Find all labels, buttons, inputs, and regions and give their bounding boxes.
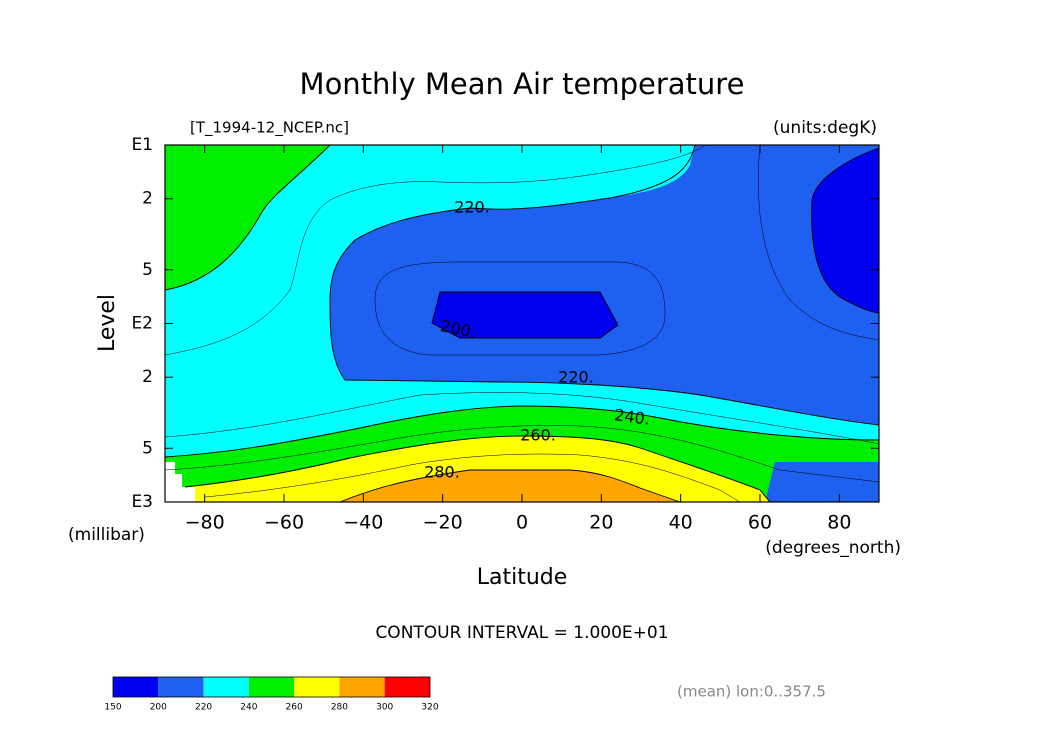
x-tick-label: 20 [589, 512, 613, 534]
contour-note: CONTOUR INTERVAL = 1.000E+01 [375, 623, 668, 643]
x-tick-label: −60 [264, 512, 304, 534]
contour-line [164, 425, 880, 483]
contour-line [329, 144, 880, 426]
contour-label: 260. [520, 426, 556, 445]
source-label: [T_1994-12_NCEP.nc] [190, 119, 349, 138]
colorbar-label: 280 [331, 703, 348, 713]
x-tick-label: 40 [669, 512, 693, 534]
x-tick-label: 80 [827, 512, 851, 534]
colorbar-label: 150 [104, 703, 121, 713]
colorbar-swatch [248, 677, 295, 697]
chart-title: Monthly Mean Air temperature [300, 67, 745, 101]
y-tick-label: E3 [131, 492, 153, 512]
contour-line [431, 291, 619, 339]
contour-line [164, 144, 706, 356]
x-tick-label: −20 [423, 512, 463, 534]
contour-region [765, 462, 879, 502]
y-tick-label: E1 [131, 135, 153, 155]
y-axis-title: Level [95, 294, 120, 352]
y-tick-label: 2 [142, 189, 153, 209]
colorbar-label: 320 [421, 703, 438, 713]
contour-region [811, 148, 879, 313]
colorbar-swatch [158, 677, 204, 697]
contour-line [164, 392, 880, 445]
x-tick-label: −80 [185, 512, 225, 534]
y-tick-label: 2 [142, 367, 153, 387]
colorbar-swatch [384, 677, 430, 697]
contour-line [758, 144, 880, 341]
contour-line [339, 469, 681, 503]
x-axis-title: Latitude [477, 565, 568, 590]
units-label: (units:degK) [773, 118, 877, 138]
x-tick-label: 0 [516, 512, 528, 534]
contour-region [432, 292, 618, 338]
colorbar-frame [112, 676, 431, 698]
x-tick-label: 60 [748, 512, 772, 534]
colorbar-label: 260 [286, 703, 303, 713]
y-tick-label: 5 [142, 438, 153, 458]
contour-region [165, 145, 330, 290]
colorbar-swatch [294, 677, 340, 697]
contour-line [184, 435, 771, 503]
colorbar-label: 200 [150, 703, 167, 713]
colorbar-swatch [339, 677, 385, 697]
contour-label: 280. [424, 463, 460, 482]
contour-label: 220. [454, 198, 490, 217]
contour-line [164, 405, 880, 458]
colorbar-label: 300 [376, 703, 393, 713]
colorbar-swatch [203, 677, 249, 697]
colorbar-swatch [113, 677, 159, 697]
contour-label: 220. [558, 368, 594, 387]
y-tick-label: 5 [142, 260, 153, 280]
contour-line [164, 144, 331, 291]
x-unit: (degrees_north) [765, 538, 901, 558]
y-unit: (millibar) [68, 525, 145, 545]
colorbar-label: 240 [240, 703, 257, 713]
missing-area [165, 462, 195, 502]
y-tick-label: E2 [131, 314, 153, 334]
x-tick-label: −40 [343, 512, 383, 534]
footer-note: (mean) lon:0..357.5 [677, 683, 826, 701]
contour-region [340, 470, 680, 502]
contour-line [204, 453, 741, 503]
contour-line [811, 147, 880, 314]
colorbar-label: 220 [195, 703, 212, 713]
contour-label: 240. [613, 405, 651, 429]
